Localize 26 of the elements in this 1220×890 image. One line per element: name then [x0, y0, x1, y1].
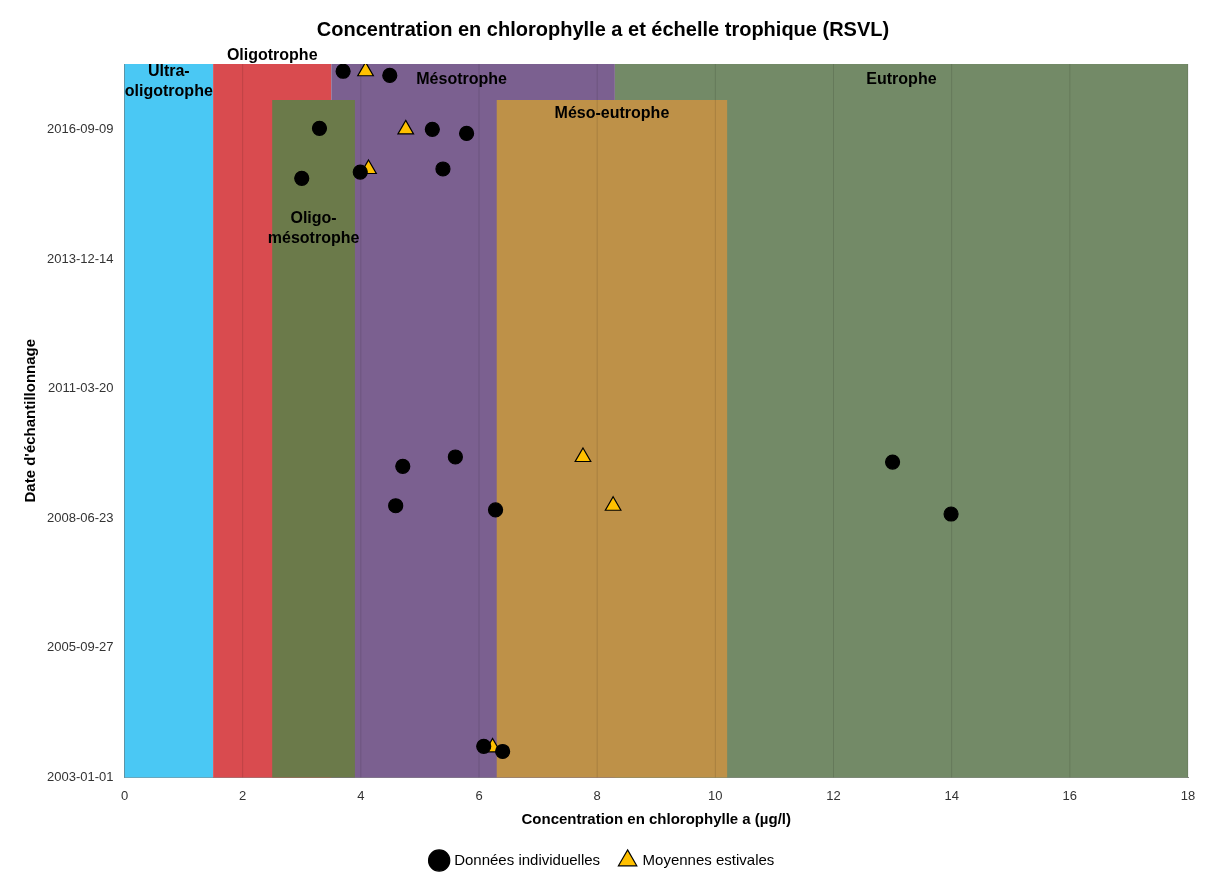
- band-label: Mésotrophe: [416, 70, 508, 88]
- x-tick-label: 10: [708, 787, 723, 803]
- y-tick-label: 2011-03-20: [47, 380, 114, 396]
- y-tick-label: 2003-01-01: [47, 768, 114, 784]
- x-tick-label: 16: [1062, 787, 1078, 803]
- x-tick-label: 14: [944, 787, 959, 803]
- legend-label: Moyennes estivales: [642, 850, 775, 868]
- y-tick-label: 2008-06-23: [47, 509, 114, 525]
- x-axis-title: Concentration en chlorophylle a (µg/l): [521, 810, 791, 828]
- x-tick-label: 6: [475, 787, 483, 803]
- y-tick-label: 2016-09-09: [47, 120, 114, 136]
- x-tick-label: 2: [239, 787, 247, 803]
- x-tick-label: 18: [1180, 787, 1196, 803]
- x-tick-label: 4: [357, 787, 365, 803]
- band-label: Eutrophe: [866, 70, 937, 88]
- chart-title: Concentration en chlorophylle a et échelle trophique (RSVL): [316, 17, 890, 40]
- band-label: Méso-eutrophe: [554, 104, 670, 122]
- legend-label: Données individuelles: [454, 850, 601, 868]
- x-tick-label: 8: [593, 787, 601, 803]
- y-axis-title: Date d'échantillonnage: [21, 338, 39, 503]
- band-label: Ultra-oligotrophe: [124, 62, 213, 100]
- y-tick-label: 2005-09-27: [47, 639, 114, 655]
- band-label: Oligotrophe: [226, 46, 318, 64]
- x-tick-label: 12: [826, 787, 841, 803]
- y-tick-label: 2013-12-14: [47, 250, 114, 266]
- x-tick-label: 0: [120, 787, 129, 803]
